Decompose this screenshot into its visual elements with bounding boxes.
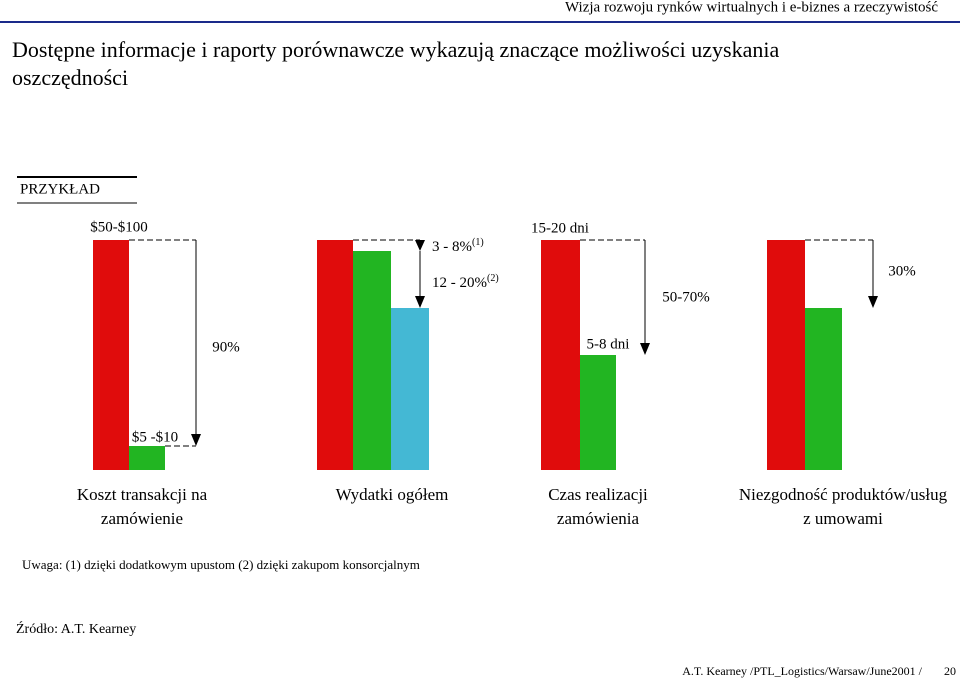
arrow-head bbox=[191, 434, 201, 446]
category: Czas realizacji bbox=[548, 485, 648, 504]
bar bbox=[93, 240, 129, 470]
bar bbox=[541, 240, 580, 470]
bar bbox=[129, 446, 165, 470]
bar bbox=[580, 355, 616, 470]
title: Dostępne informacje i raporty porównawcz… bbox=[12, 37, 779, 62]
badge: PRZYKŁAD bbox=[20, 181, 100, 197]
category: zamówienia bbox=[557, 509, 640, 528]
label: 50-70% bbox=[662, 289, 710, 305]
footer: A.T. Kearney /PTL_Logistics/Warsaw/June2… bbox=[682, 664, 922, 678]
arrow-head bbox=[640, 343, 650, 355]
bar bbox=[353, 251, 391, 470]
bar bbox=[391, 308, 429, 470]
category: Niezgodność produktów/usług bbox=[739, 485, 948, 504]
label: 30% bbox=[888, 263, 916, 279]
label: 90% bbox=[212, 339, 240, 355]
note: Uwaga: (1) dzięki dodatkowym upustom (2)… bbox=[22, 557, 420, 572]
label: 15-20 dni bbox=[531, 220, 589, 236]
title: oszczędności bbox=[12, 65, 128, 90]
bar bbox=[805, 308, 842, 470]
arrow-head bbox=[415, 296, 425, 308]
category: zamówienie bbox=[101, 509, 183, 528]
label: 5-8 dni bbox=[587, 336, 630, 352]
bar bbox=[317, 240, 353, 470]
page-number: 20 bbox=[944, 664, 956, 678]
arrow-head bbox=[868, 296, 878, 308]
label: $50-$100 bbox=[90, 219, 148, 235]
arrow-head bbox=[415, 240, 425, 251]
category: Koszt transakcji na bbox=[77, 485, 208, 504]
label: $5 -$10 bbox=[132, 429, 178, 445]
header-subtitle: Wizja rozwoju rynków wirtualnych i e-biz… bbox=[565, 0, 938, 15]
label: 12 - 20%(2) bbox=[432, 273, 499, 291]
label: 3 - 8%(1) bbox=[432, 237, 484, 255]
category: Wydatki ogółem bbox=[336, 485, 449, 504]
category: z umowami bbox=[803, 509, 883, 528]
source: Źródło: A.T. Kearney bbox=[16, 620, 136, 637]
bar bbox=[767, 240, 805, 470]
